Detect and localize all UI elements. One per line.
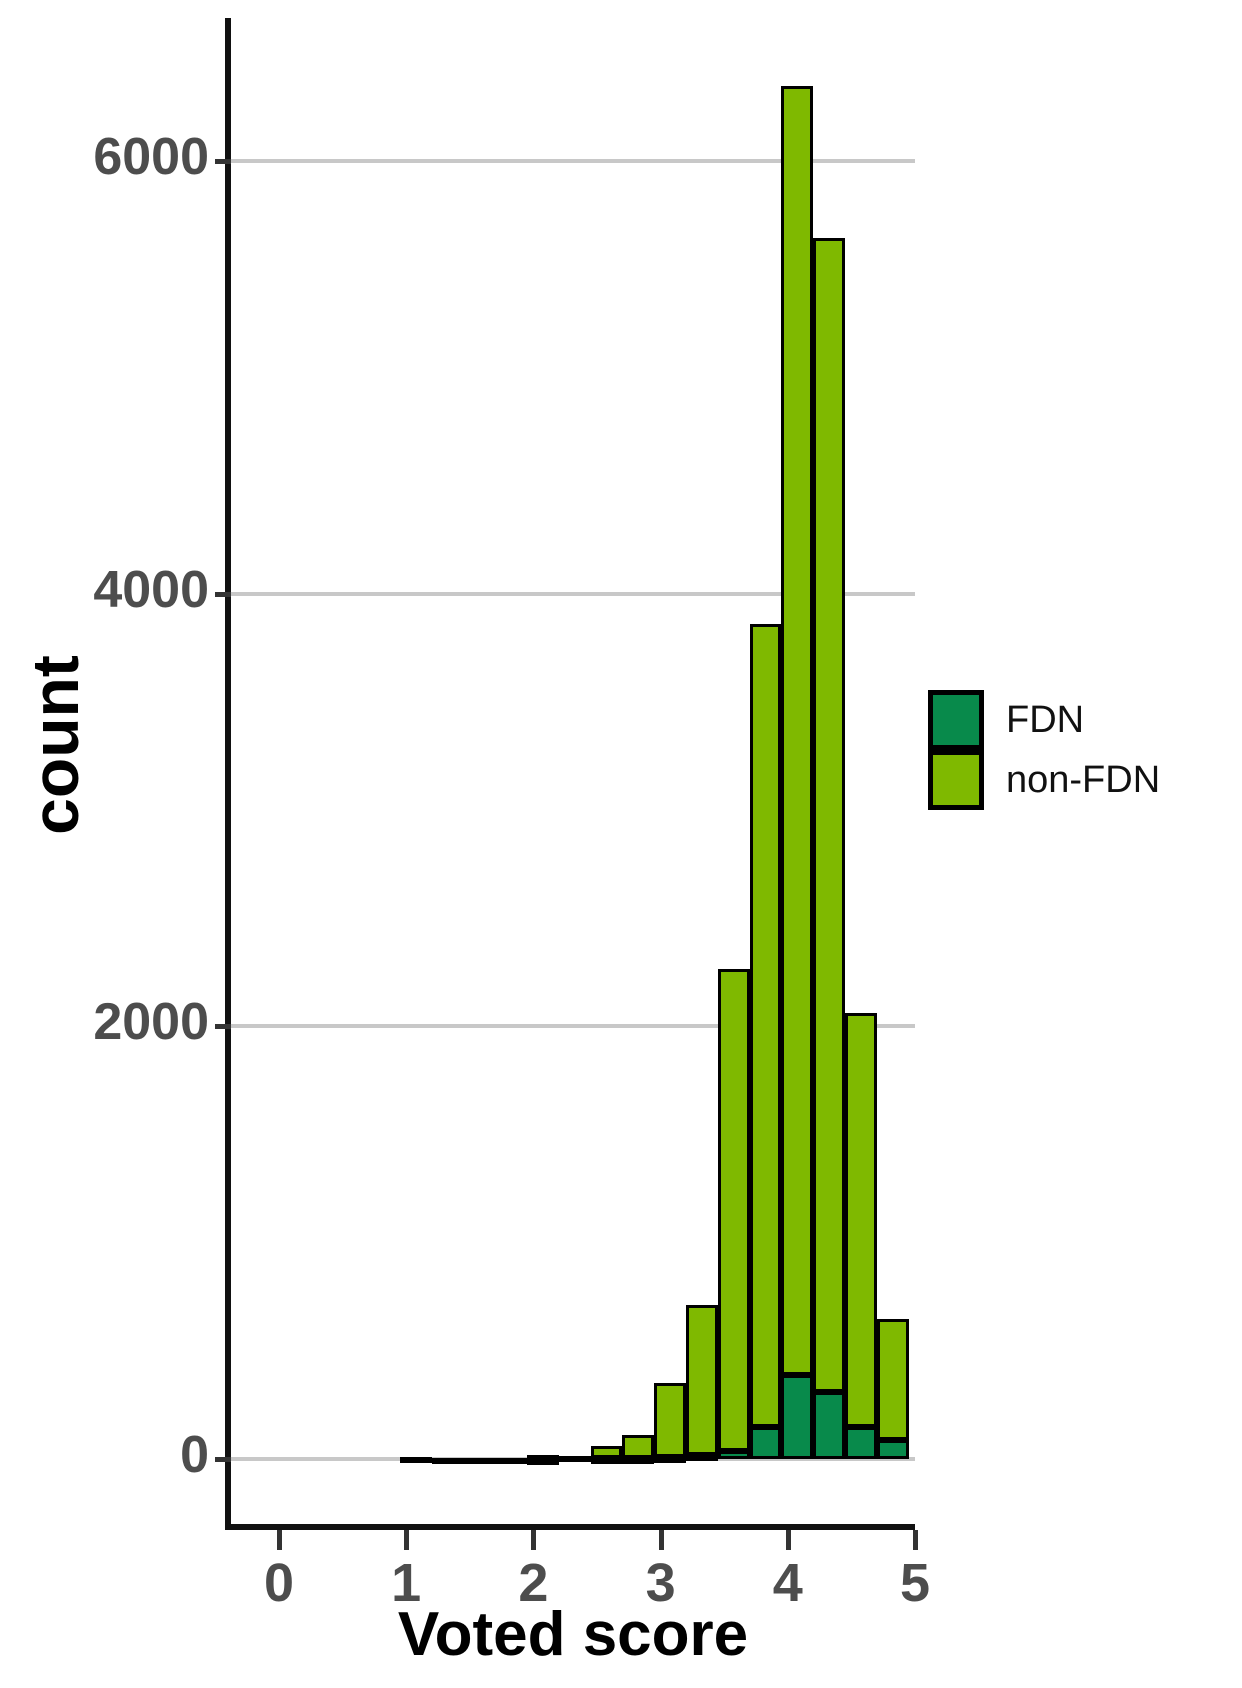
legend-swatch-fdn	[928, 690, 984, 750]
bar-segment-non-fdn	[495, 1457, 528, 1464]
plot-panel	[231, 20, 915, 1465]
bar-segment-non-fdn	[686, 1305, 718, 1455]
x-axis-tick-label: 0	[263, 1553, 295, 1613]
legend: FDN non-FDN	[928, 690, 1168, 810]
x-axis-tick-label: 2	[518, 1553, 549, 1613]
x-axis-tick-label: 5	[899, 1553, 931, 1613]
bar-segment-non-fdn	[622, 1435, 655, 1458]
bar-segment-non-fdn	[749, 623, 782, 1427]
x-axis-tick-label: 3	[645, 1553, 676, 1613]
bar-segment-non-fdn	[876, 1319, 909, 1440]
bar-segment-non-fdn	[431, 1457, 464, 1464]
bar-segment-non-fdn	[654, 1382, 687, 1458]
bar-segment-fdn	[845, 1426, 877, 1459]
x-axis-tick	[404, 1530, 410, 1550]
y-axis-tick	[215, 1457, 231, 1462]
y-axis-tick-label: 2000	[93, 993, 209, 1052]
bar-segment-fdn	[622, 1457, 655, 1464]
x-axis-tick	[531, 1530, 537, 1550]
x-axis-title: Voted score	[397, 1600, 749, 1669]
y-axis-tick-label: 4000	[93, 560, 209, 619]
y-axis-tick-label: 0	[180, 1426, 209, 1484]
y-axis-tick	[215, 591, 231, 597]
bar-segment-fdn	[654, 1457, 687, 1464]
x-axis-tick	[658, 1530, 664, 1550]
y-axis-line	[225, 18, 231, 1530]
bar-segment-non-fdn	[399, 1457, 432, 1464]
x-axis-line	[225, 1524, 915, 1530]
legend-label: non-FDN	[1006, 759, 1161, 801]
bar-segment-fdn	[813, 1391, 846, 1459]
x-axis-tick	[785, 1530, 791, 1550]
x-axis-tick-label: 4	[772, 1553, 803, 1613]
bar-segment-non-fdn	[527, 1454, 559, 1461]
bar-segment-non-fdn	[463, 1458, 496, 1465]
bar-segment-non-fdn	[845, 1013, 877, 1427]
y-axis-tick-label: 6000	[93, 128, 209, 186]
bar-segment-fdn	[781, 1374, 814, 1459]
bar-segment-fdn	[686, 1454, 718, 1461]
bar-segment-non-fdn	[813, 237, 846, 1392]
legend-item[interactable]: FDN	[928, 690, 1168, 750]
bar-segment-non-fdn	[558, 1456, 591, 1463]
legend-swatch-non-fdn	[928, 750, 984, 810]
y-axis-tick	[215, 1024, 231, 1030]
bar-segment-non-fdn	[717, 969, 750, 1452]
legend-label: FDN	[1006, 699, 1085, 741]
bar-segment-fdn	[717, 1451, 750, 1459]
x-axis-tick	[277, 1530, 282, 1550]
y-gridline	[231, 159, 915, 163]
x-axis-tick	[913, 1530, 918, 1550]
bar-segment-non-fdn	[590, 1446, 623, 1459]
y-axis-tick	[215, 159, 231, 164]
y-gridline	[231, 1024, 915, 1029]
bar-segment-fdn	[876, 1439, 909, 1459]
x-axis-tick-label: 1	[391, 1553, 422, 1613]
y-gridline	[231, 591, 915, 596]
bar-segment-fdn	[749, 1426, 782, 1459]
bar-segment-non-fdn	[781, 86, 814, 1375]
bar-segment-fdn	[590, 1458, 623, 1465]
legend-item[interactable]: non-FDN	[928, 750, 1168, 810]
